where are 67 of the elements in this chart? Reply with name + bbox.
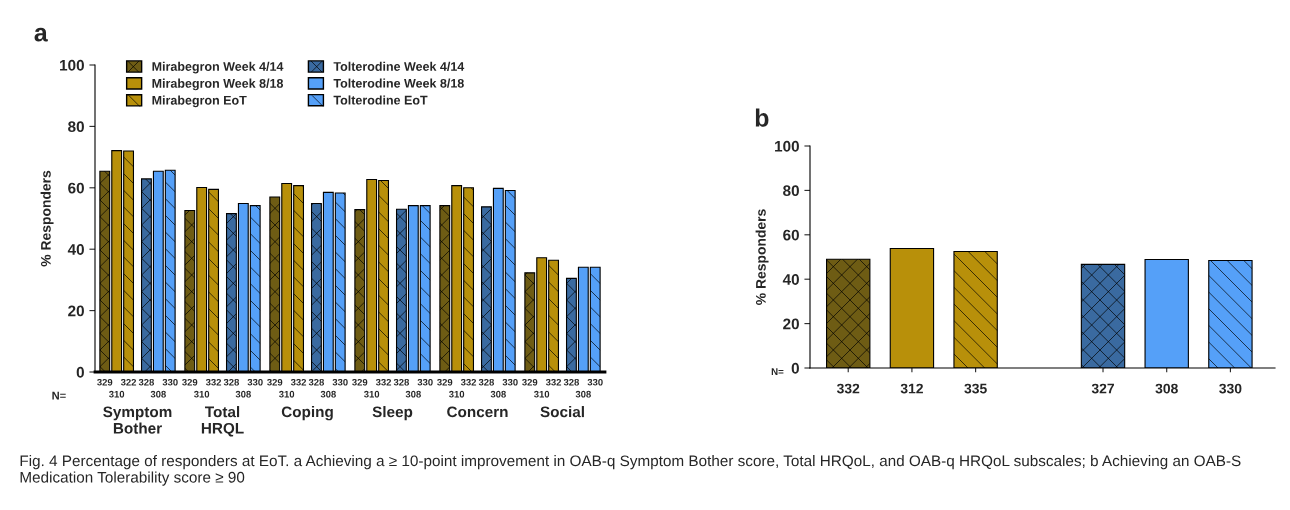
text: 330 [162, 378, 178, 386]
text: 328 [563, 378, 580, 386]
text: 330 [417, 378, 433, 386]
text: 332 [205, 378, 222, 386]
text: 310 [194, 390, 210, 398]
text: 329 [437, 378, 453, 386]
text: 310 [279, 390, 295, 398]
x-tick-label: 312 [900, 383, 923, 394]
text: 329 [522, 378, 538, 386]
legend-label: Tolterodine Week 8/18 [333, 78, 464, 88]
x-tick-label: Coping [281, 406, 333, 421]
x-tick-label: 308 [1155, 383, 1178, 394]
y-axis-title: % Responders [40, 170, 54, 267]
text: 328 [478, 378, 495, 386]
y-tick-label: 60 [68, 182, 84, 194]
y-tick-label: 0 [791, 362, 799, 374]
text: 328 [223, 378, 240, 386]
text: 330 [332, 378, 348, 386]
text: 332 [545, 378, 562, 386]
text: 332 [290, 378, 307, 386]
y-axis-title: % Responders [755, 209, 769, 305]
text: 329 [97, 378, 113, 386]
y-tick-label: 0 [76, 366, 84, 378]
y-tick-label: 20 [68, 305, 84, 317]
text: 328 [308, 378, 325, 386]
x-tick-label: Symptom Bother [103, 406, 172, 434]
x-tick-label: 332 [836, 383, 860, 394]
text: 332 [460, 378, 477, 386]
text: 310 [449, 390, 465, 398]
text: 330 [502, 378, 518, 386]
text: 328 [393, 378, 410, 386]
text: 310 [364, 390, 380, 398]
text: 310 [534, 390, 550, 398]
text: 329 [352, 378, 368, 386]
y-tick-label: 20 [783, 318, 799, 330]
legend-label: Mirabegron Week 8/18 [152, 78, 284, 91]
caption: Fig. 4 Percentage of responders at EoT. a Achieving a ≥ 10-point improvement in OAB-q Symptom Bother score, Total HRQoL, and OAB-q HRQoL subscales; b Achieving an OAB-S Medication Tolerability score ≥ 90 [20, 455, 1241, 486]
x-tick-label: 327 [1091, 383, 1114, 394]
x-tick-label: Sleep [372, 406, 413, 421]
chart-title: b [755, 108, 769, 127]
text: 329 [267, 378, 283, 386]
legend-label: Tolterodine Week 4/14 [333, 61, 465, 72]
text: 310 [109, 390, 125, 398]
x-tick-label: 335 [964, 383, 987, 394]
legend-label: Tolterodine EoT [333, 95, 428, 105]
legend-label: Mirabegron Week 4/14 [152, 61, 284, 74]
y-tick-label: 80 [68, 121, 84, 133]
x-tick-label: 330 [1219, 383, 1242, 394]
y-tick-label: 60 [783, 229, 799, 241]
y-tick-label: 100 [60, 59, 84, 71]
y-tick-label: 100 [775, 140, 799, 152]
text: 328 [138, 378, 155, 386]
text: 322 [120, 378, 137, 386]
text: 332 [375, 378, 392, 386]
y-tick-label: 40 [782, 274, 799, 285]
x-tick-label: Social [540, 406, 584, 418]
text: 330 [587, 378, 603, 386]
text: N= [771, 368, 784, 375]
x-tick-label: Concern [447, 406, 508, 418]
x-tick-label: Total HRQL [201, 406, 244, 437]
text: N= [52, 391, 66, 400]
chart-title: a [34, 27, 48, 42]
y-tick-label: 40 [67, 244, 84, 255]
text: 330 [247, 378, 263, 386]
legend-label: Mirabegron EoT [152, 95, 247, 108]
y-tick-label: 80 [783, 185, 799, 197]
text: 329 [182, 378, 198, 386]
